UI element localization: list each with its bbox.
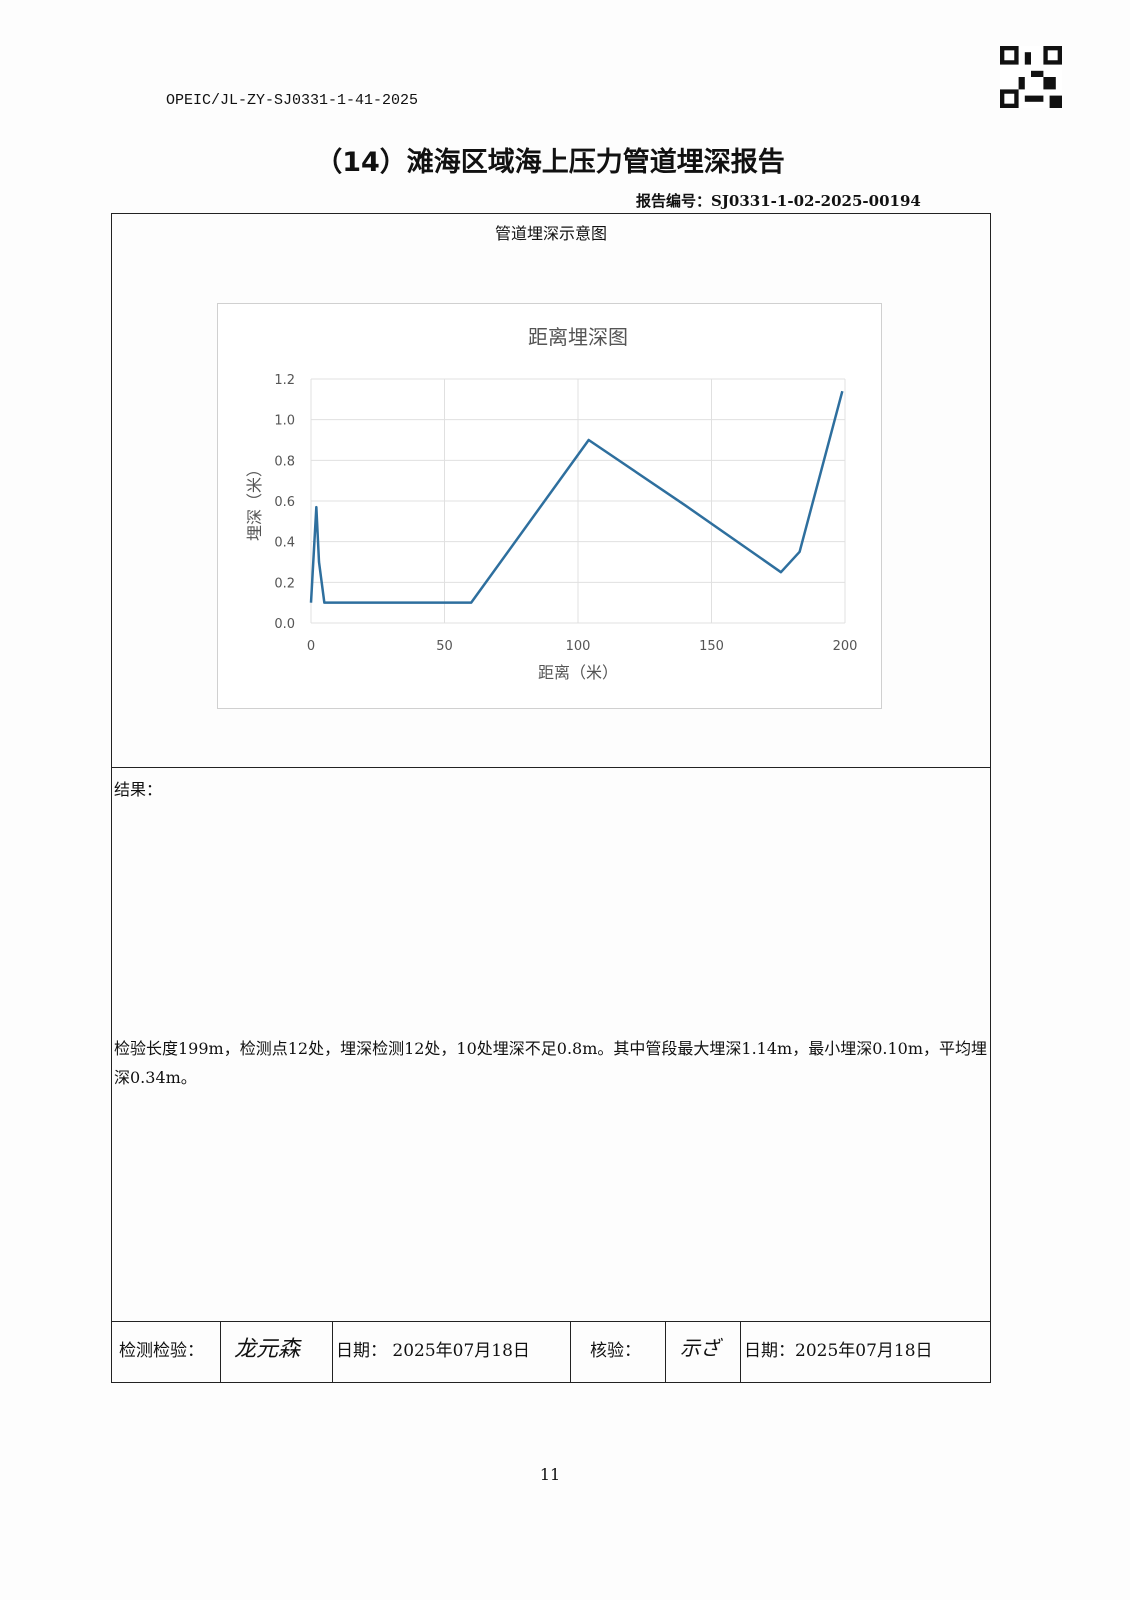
divider <box>740 1321 741 1382</box>
y-tick-label: 0.2 <box>274 576 295 591</box>
x-tick-label: 200 <box>833 639 858 654</box>
review-date: 日期：2025年07月18日 <box>744 1341 933 1361</box>
reviewer-signature: 示ざ <box>680 1336 720 1360</box>
result-label: 结果： <box>114 780 163 799</box>
qr-code <box>1000 46 1062 108</box>
chart: 距离埋深图 0.0 0.2 0.4 0.6 0.8 1.0 1.2 0 50 100 150 200 距离… <box>217 303 882 709</box>
chart-svg: 距离埋深图 0.0 0.2 0.4 0.6 0.8 1.0 1.2 0 50 100 150 200 距离… <box>245 325 858 682</box>
reviewer-label: 核验： <box>590 1341 641 1361</box>
y-tick-label: 1.0 <box>274 414 295 429</box>
section-title: 管道埋深示意图 <box>494 224 607 243</box>
x-axis-label: 距离（米） <box>538 663 618 682</box>
report-number: 报告编号：SJ0331-1-02-2025-00194 <box>636 192 921 210</box>
y-tick-label: 0.4 <box>274 536 295 551</box>
chart-title: 距离埋深图 <box>528 325 628 349</box>
y-tick-label: 0.8 <box>274 454 295 469</box>
divider <box>332 1321 333 1382</box>
page-title: （14）滩海区域海上压力管道埋深报告 <box>315 147 785 178</box>
divider <box>665 1321 666 1382</box>
inspection-date: 日期： 2025年07月18日 <box>336 1341 530 1361</box>
inspector-signature: 龙元森 <box>234 1337 301 1362</box>
divider <box>112 767 990 768</box>
page-number: 11 <box>539 1465 561 1484</box>
divider <box>220 1321 221 1382</box>
x-tick-label: 0 <box>307 639 315 654</box>
y-tick-label: 0.0 <box>274 617 295 632</box>
y-axis-label: 埋深（米） <box>245 461 264 541</box>
y-tick-label: 1.2 <box>274 373 295 388</box>
x-tick-label: 100 <box>566 639 591 654</box>
x-tick-label: 50 <box>436 639 453 654</box>
divider <box>112 1321 990 1322</box>
divider <box>570 1321 571 1382</box>
series-line <box>309 390 844 604</box>
inspector-label: 检测检验： <box>119 1341 204 1361</box>
x-tick-label: 150 <box>699 639 724 654</box>
result-summary: 检验长度199m，检测点12处，埋深检测12处，10处埋深不足0.8m。其中管段… <box>114 1039 988 1087</box>
document-code: OPEIC/JL-ZY-SJ0331-1-41-2025 <box>166 92 419 109</box>
report-table: 管道埋深示意图 距离埋深图 0.0 0.2 0.4 0.6 0.8 1.0 1.2 0 50 100… <box>111 213 991 1383</box>
y-tick-label: 0.6 <box>274 495 295 510</box>
